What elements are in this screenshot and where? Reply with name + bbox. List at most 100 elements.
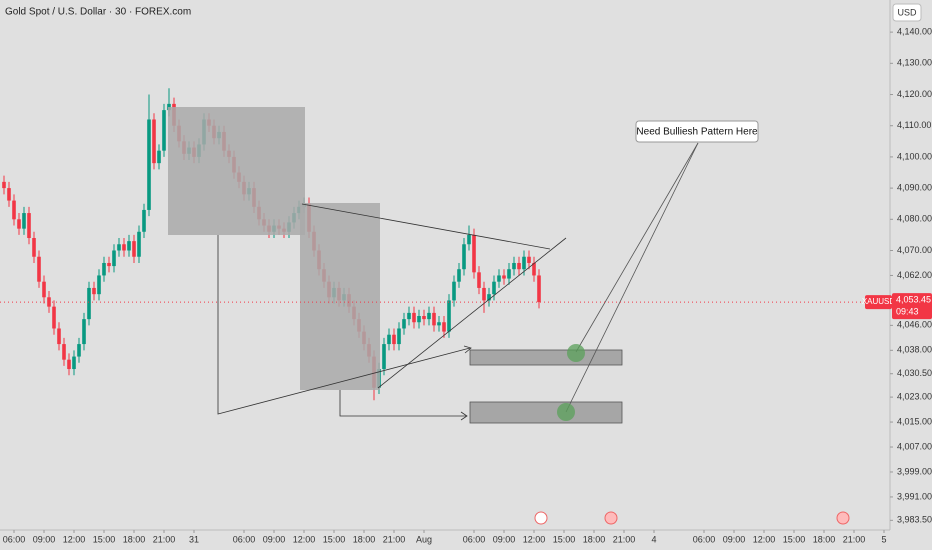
candle-body — [492, 281, 496, 295]
y-tick-label: 4,023.00 — [897, 391, 932, 401]
y-tick-label: 4,015.00 — [897, 416, 932, 426]
x-tick-label: 18:00 — [813, 534, 836, 544]
candle-body — [157, 150, 161, 164]
x-tick-label: Aug — [416, 534, 432, 544]
currency[interactable]: USD — [897, 7, 917, 17]
candle-body — [517, 262, 521, 270]
y-tick-label: 4,007.00 — [897, 441, 932, 451]
price-tag — [892, 293, 932, 320]
x-tick-label: 5 — [881, 534, 886, 544]
candle-body — [2, 181, 6, 189]
candle-body — [412, 312, 416, 323]
y-tick-label: 4,120.00 — [897, 89, 932, 99]
candle-body — [117, 244, 121, 251]
event-icons — [534, 511, 850, 525]
candle-body — [392, 334, 396, 345]
candle-body — [442, 322, 446, 332]
x-tick-label: 12:00 — [523, 534, 546, 544]
candle-body — [42, 281, 46, 298]
candle-body — [7, 188, 11, 201]
x-tick-label: 09:00 — [723, 534, 746, 544]
candle-body — [467, 234, 471, 245]
candle-body — [522, 256, 526, 270]
y-tick-label: 3,983.50 — [897, 515, 932, 525]
y-tick-label: 4,062.00 — [897, 270, 932, 280]
x-tick-label: 09:00 — [33, 534, 56, 544]
candle-body — [77, 344, 81, 357]
candle-body — [447, 300, 451, 332]
y-tick-label: 4,090.00 — [897, 182, 932, 192]
candle-body — [487, 294, 491, 301]
candle-body — [132, 241, 136, 257]
x-tick-label: 06:00 — [693, 534, 716, 544]
candle-body — [457, 269, 461, 282]
candle-body — [67, 359, 71, 370]
y-tick-label: 4,100.00 — [897, 151, 932, 161]
candle-body — [497, 275, 501, 282]
candle-body — [407, 312, 411, 320]
symbol-tag — [865, 295, 892, 310]
candle-body — [37, 256, 41, 282]
candle-body — [472, 234, 476, 273]
zone-box — [168, 107, 305, 235]
candle-body — [502, 275, 506, 279]
candle-body — [527, 256, 531, 263]
candle-body — [512, 262, 516, 270]
y-tick-label: 4,080.00 — [897, 214, 932, 224]
path-line — [217, 235, 471, 415]
candle-body — [107, 262, 111, 267]
event-icon[interactable] — [836, 511, 850, 525]
x-tick-label: 06:00 — [233, 534, 256, 544]
x-tick-label: 06:00 — [3, 534, 26, 544]
y-tick-label: 4,110.00 — [897, 120, 931, 130]
event-icon[interactable] — [534, 511, 548, 525]
candle-body — [537, 275, 541, 303]
x-tick-label: 18:00 — [353, 534, 376, 544]
x-tick-label: 21:00 — [843, 534, 866, 544]
candle-body — [382, 344, 386, 370]
demand-zone — [469, 349, 623, 366]
x-tick-label: 18:00 — [123, 534, 146, 544]
candle-body — [82, 319, 86, 345]
demand-zone — [469, 401, 623, 424]
candle-body — [22, 213, 26, 229]
x-tick-label: 12:00 — [63, 534, 86, 544]
x-tick-label: 12:00 — [293, 534, 316, 544]
candle-body — [32, 238, 36, 257]
zone-box — [300, 203, 380, 390]
candle-body — [137, 231, 141, 257]
x-tick-label: 15:00 — [553, 534, 576, 544]
candle-body — [127, 241, 131, 251]
x-tick-label: 18:00 — [583, 534, 606, 544]
candle-body — [102, 262, 106, 276]
candle-body — [532, 262, 536, 276]
candle-body — [97, 275, 101, 295]
candle-body — [27, 213, 31, 239]
x-tick-label: 4 — [651, 534, 656, 544]
x-tick-label: 09:00 — [493, 534, 516, 544]
candle-body — [87, 287, 91, 320]
callout-line — [575, 142, 699, 353]
price-label: 4,053.45 — [896, 294, 931, 304]
candle-body — [387, 334, 391, 345]
target-marker — [557, 403, 575, 421]
callout-box — [635, 120, 759, 143]
candle-body — [57, 328, 61, 345]
currency-box[interactable] — [892, 3, 922, 22]
candle-body — [482, 287, 486, 301]
candle-body — [422, 316, 426, 320]
candle-body — [147, 119, 151, 210]
x-tick-label: 21:00 — [613, 534, 636, 544]
x-tick-label: 15:00 — [93, 534, 116, 544]
event-icon[interactable] — [604, 511, 618, 525]
x-tick-label: 12:00 — [753, 534, 776, 544]
y-tick-label: 3,999.00 — [897, 466, 932, 476]
callout-text: Need Bulliesh Pattern Here — [636, 127, 758, 138]
candle-body — [507, 269, 511, 279]
candle-body — [462, 244, 466, 270]
arrow-head — [460, 345, 472, 421]
x-tick-label: 15:00 — [783, 534, 806, 544]
candle-body — [152, 119, 156, 164]
